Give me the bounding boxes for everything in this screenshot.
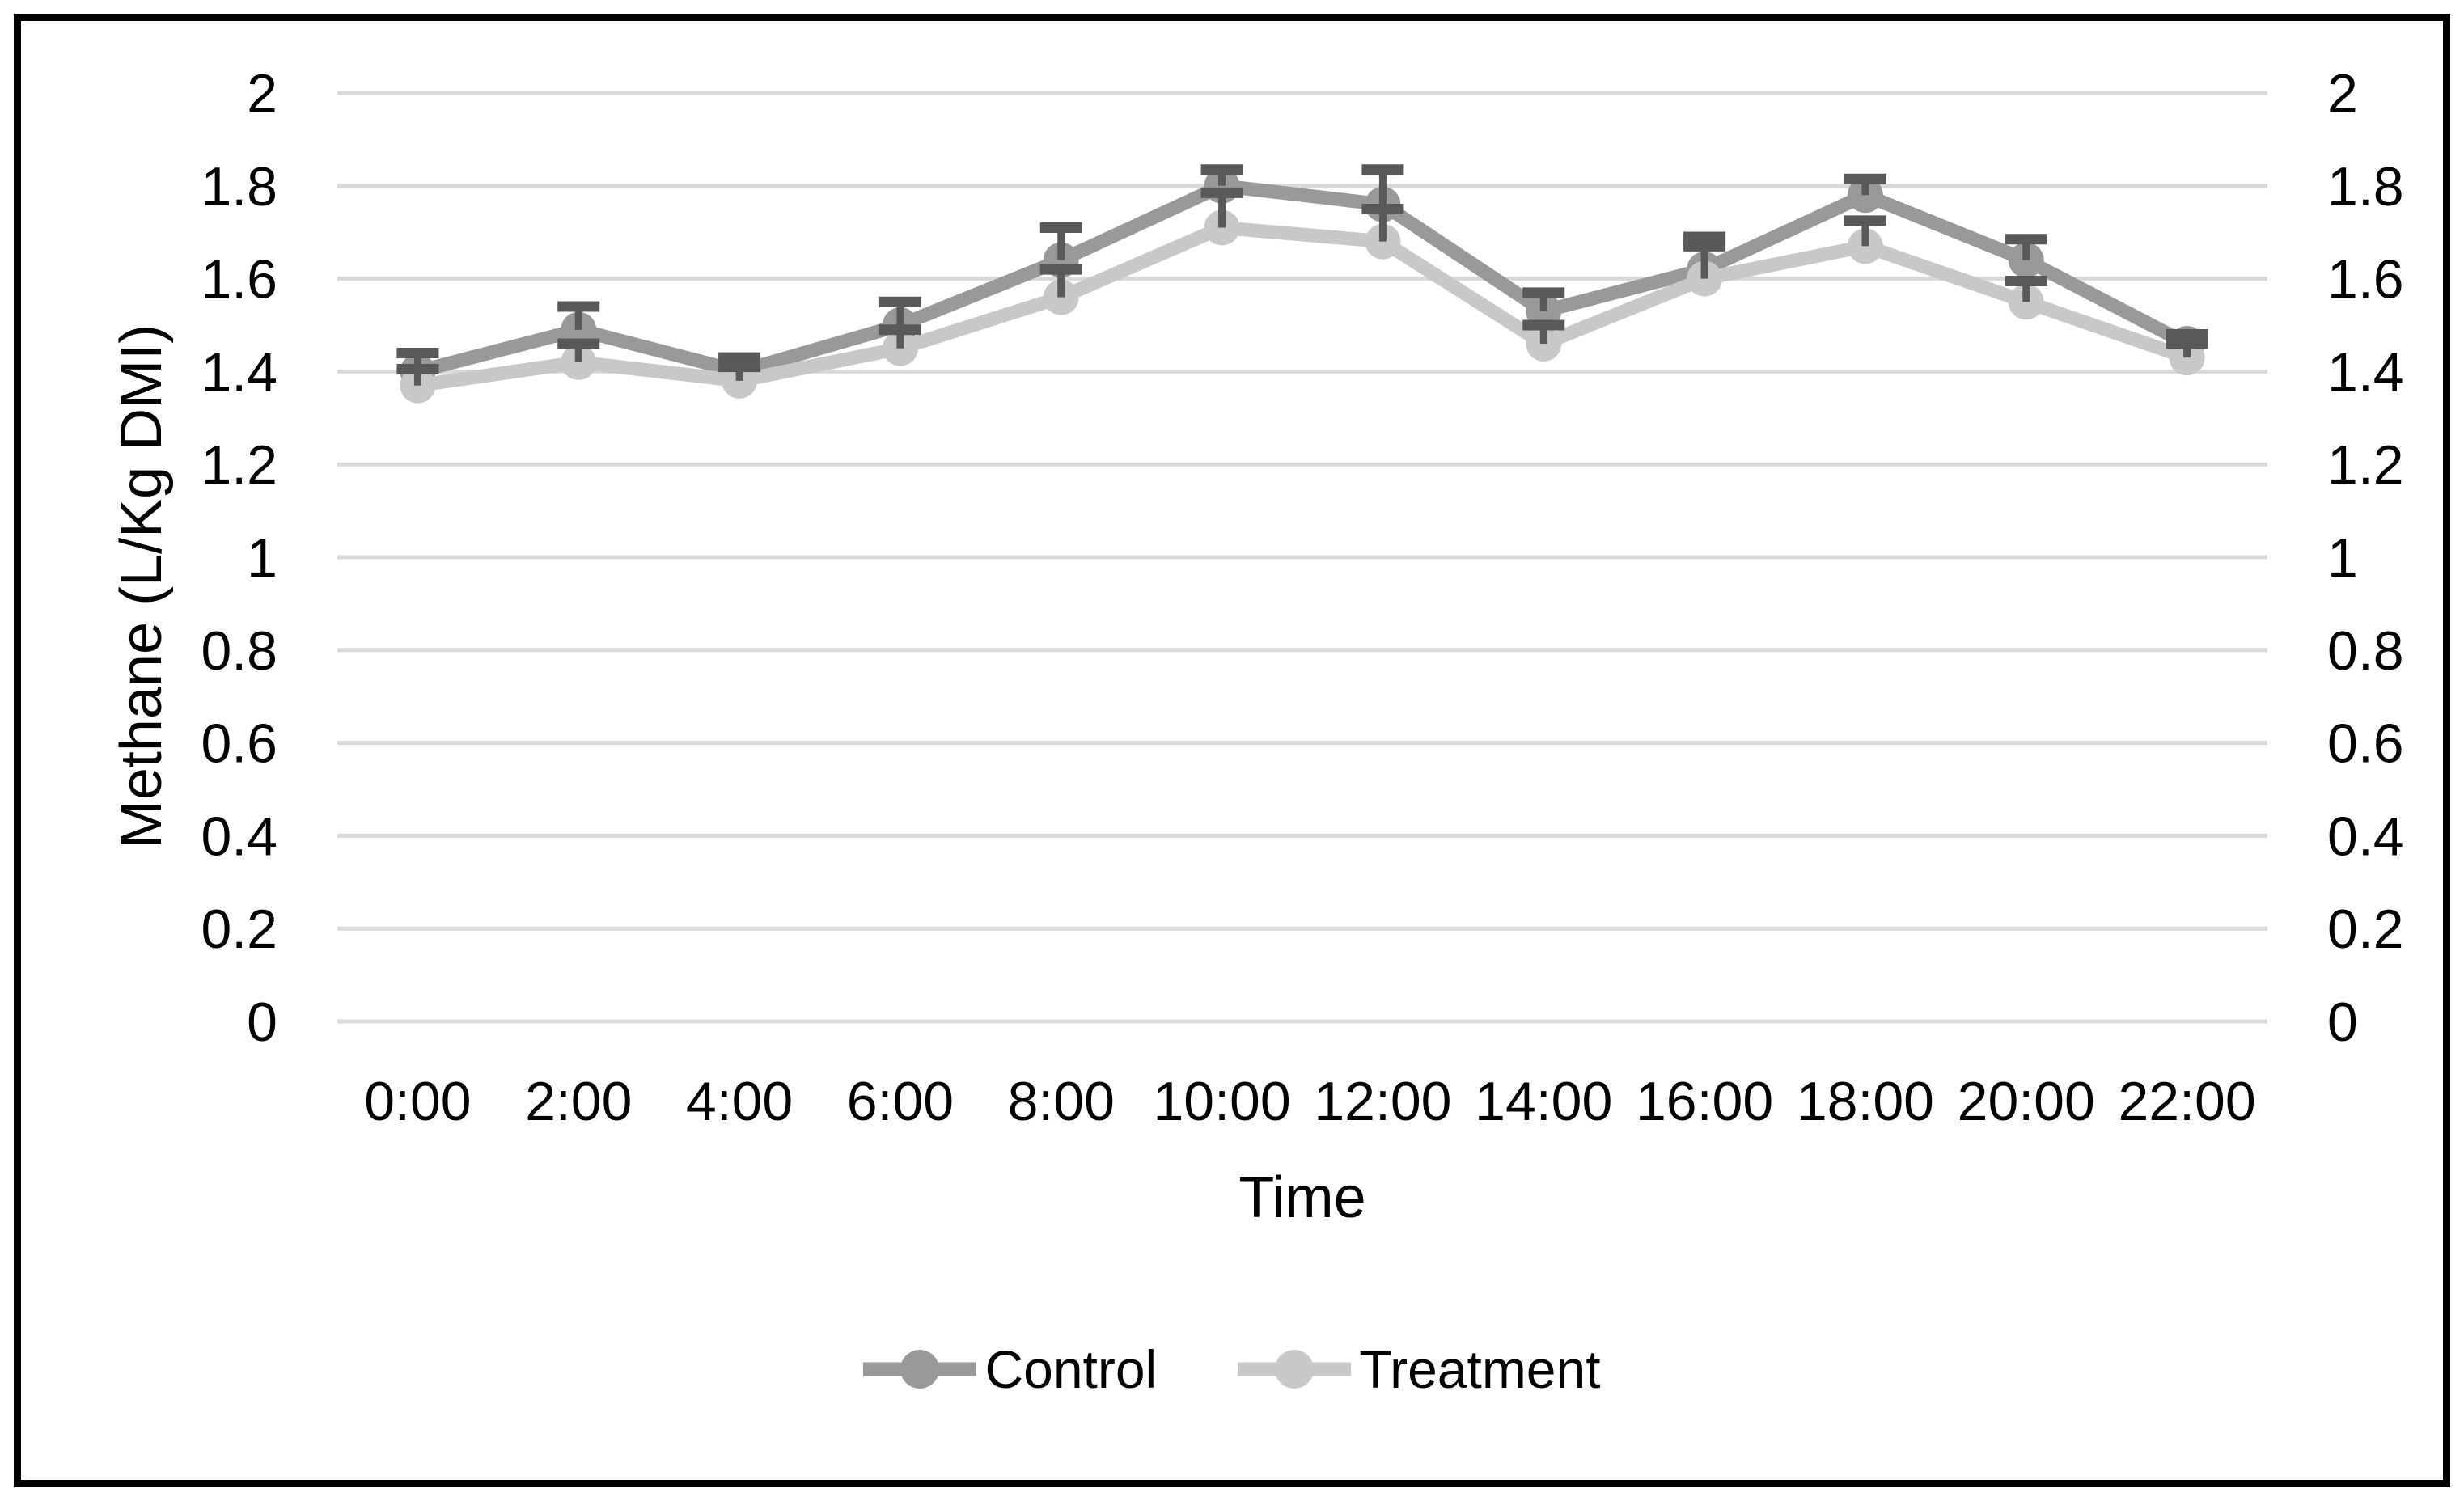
y-axis-tick-label-right: 0 — [2327, 992, 2358, 1053]
x-axis-tick-label: 12:00 — [1314, 1071, 1451, 1132]
chart-legend: Control Treatment — [0, 1338, 2464, 1400]
control-series-line — [416, 179, 2191, 378]
y-axis-tick-label-right: 1.4 — [2327, 341, 2404, 403]
x-axis-tick-label: 20:00 — [1958, 1071, 2095, 1132]
x-axis-tick-label: 2:00 — [525, 1071, 632, 1132]
axis-tick-labels-group: 0 0 0.2 0.2 0.4 0.4 0.6 0.6 0.8 0.8 1 1 1.2 1.2 1.4 1.4… — [201, 63, 2403, 1132]
y-axis-tick-label-right: 0.2 — [2327, 898, 2404, 960]
x-axis-tick-label: 14:00 — [1475, 1071, 1612, 1132]
y-axis-tick-label-right: 1.8 — [2327, 156, 2404, 218]
x-axis-tick-label: 18:00 — [1797, 1071, 1934, 1132]
legend-label-treatment: Treatment — [1359, 1339, 1601, 1399]
y-axis-tick-label-left: 0.4 — [201, 805, 277, 867]
x-axis-tick-label: 10:00 — [1153, 1071, 1290, 1132]
x-axis-tick-label: 6:00 — [847, 1071, 954, 1132]
control-series-marker-icon — [863, 1350, 977, 1389]
y-axis-tick-label-right: 0.6 — [2327, 713, 2404, 775]
y-axis-tick-label-left: 2 — [247, 63, 277, 125]
y-axis-tick-label-right: 1.2 — [2327, 434, 2404, 496]
legend-item-control: Control — [863, 1338, 1157, 1400]
legend-label-control: Control — [984, 1339, 1158, 1399]
y-axis-tick-label-right: 1 — [2327, 527, 2358, 589]
legend-item-treatment: Treatment — [1238, 1338, 1601, 1400]
y-axis-tick-label-left: 0.2 — [201, 898, 277, 960]
y-axis-tick-label-left: 1.2 — [201, 434, 277, 496]
y-axis-tick-label-left: 0 — [247, 992, 277, 1053]
treatment-series-line — [417, 220, 2190, 393]
y-axis-tick-label-left: 1 — [247, 527, 277, 589]
y-axis-tick-label-right: 2 — [2327, 63, 2358, 125]
y-axis-title: Methane (L/Kg DMI) — [109, 323, 174, 849]
treatment-series-group — [396, 187, 2208, 404]
y-axis-tick-label-right: 0.8 — [2327, 620, 2404, 682]
treatment-series-marker-icon — [1238, 1350, 1352, 1389]
treatment-error-bars-group — [396, 187, 2208, 386]
x-axis-tick-label: 22:00 — [2118, 1071, 2255, 1132]
y-axis-tick-label-right: 1.6 — [2327, 249, 2404, 311]
y-axis-tick-label-left: 0.6 — [201, 713, 277, 775]
y-axis-tick-label-left: 0.8 — [201, 620, 277, 682]
y-axis-tick-label-right: 0.4 — [2327, 805, 2404, 867]
x-axis-tick-label: 8:00 — [1008, 1071, 1115, 1132]
x-axis-title: Time — [1238, 1165, 1366, 1230]
chart-border — [14, 14, 2450, 1487]
x-axis-tick-label: 4:00 — [686, 1071, 793, 1132]
y-axis-tick-label-left: 1.6 — [201, 249, 277, 311]
x-axis-tick-label: 16:00 — [1636, 1071, 1773, 1132]
y-axis-tick-label-left: 1.4 — [201, 341, 277, 403]
x-axis-tick-label: 0:00 — [364, 1071, 471, 1132]
y-axis-tick-label-left: 1.8 — [201, 156, 277, 218]
